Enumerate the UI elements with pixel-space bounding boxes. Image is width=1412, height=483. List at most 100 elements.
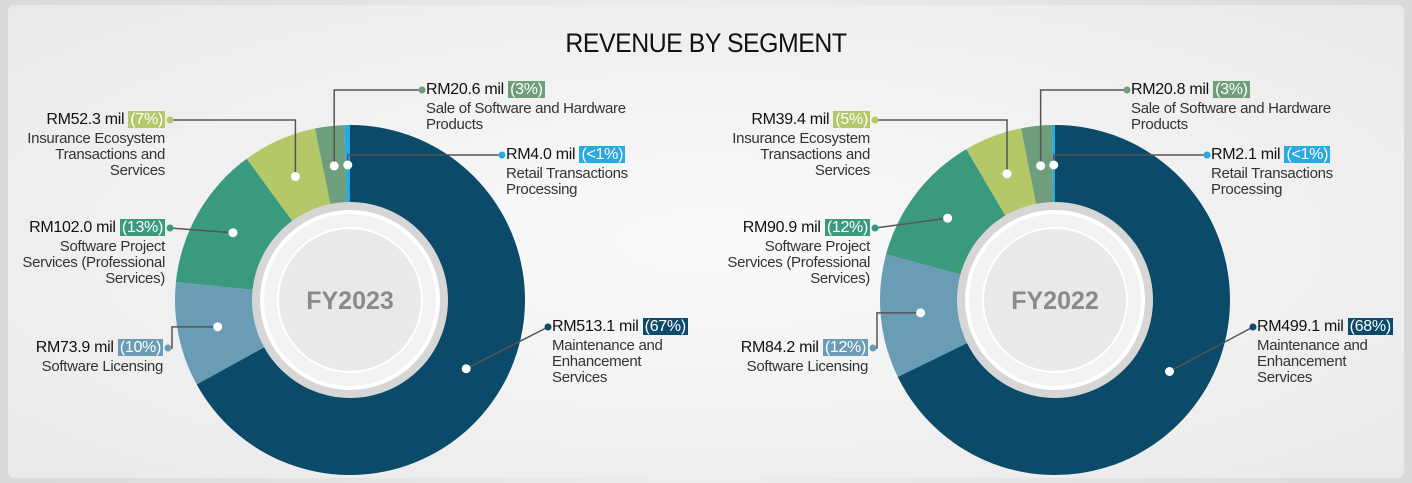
- leader-line: [169, 227, 234, 234]
- leader-dot: [290, 172, 300, 182]
- leader-line: [874, 217, 948, 229]
- value-label: RM90.9 mil: [742, 219, 821, 236]
- leader-line: [465, 326, 549, 370]
- leader-dot: [329, 161, 339, 171]
- label-head: RM90.9 mil (12%): [710, 218, 870, 238]
- segment-name: Software Licensing: [746, 358, 869, 375]
- leader-end: [871, 224, 879, 232]
- leader-end: [166, 116, 174, 124]
- leader-dot: [461, 364, 471, 374]
- segment-label: RM20.6 mil (3%) Sale of Software and Hard…: [426, 80, 636, 133]
- value-label: RM39.4 mil: [751, 111, 830, 128]
- label-head: RM20.8 mil (3%): [1131, 80, 1341, 100]
- leader-dot: [943, 213, 953, 223]
- segment-label: RM513.1 mil (67%) Maintenance and Enhance…: [552, 317, 688, 386]
- segment-label: RM4.0 mil (<1%) Retail Transactions Proce…: [506, 145, 646, 198]
- label-head: RM4.0 mil (<1%): [506, 145, 646, 165]
- segment-name: Software Project Services (Professional …: [727, 238, 870, 287]
- segment-label: RM39.4 mil (5%) Insurance Ecosystem Trans…: [720, 110, 870, 179]
- percent-label: (10%): [117, 339, 163, 356]
- leader-line: [1169, 326, 1254, 373]
- label-head: RM102.0 mil (13%): [5, 218, 165, 238]
- label-head: RM84.2 mil (12%): [708, 338, 868, 358]
- percent-label: (3%): [1213, 81, 1250, 98]
- label-head: RM39.4 mil (5%): [720, 110, 870, 130]
- value-label: RM499.1 mil: [1257, 318, 1344, 335]
- value-label: RM84.2 mil: [740, 339, 819, 356]
- leader-line: [875, 119, 1008, 174]
- segment-name: Retail Transactions Processing: [506, 165, 628, 198]
- segment-label: RM52.3 mil (7%) Insurance Ecosystem Trans…: [15, 110, 165, 179]
- segment-name: Sale of Software and Hardware Products: [426, 100, 626, 133]
- segment-label: RM84.2 mil (12%) Software Licensing: [708, 338, 868, 375]
- leader-end: [1123, 86, 1131, 94]
- donut-segment: [880, 254, 970, 377]
- leader-line: [333, 89, 422, 166]
- segment-name: Software Project Services (Professional …: [22, 238, 165, 287]
- center-label: FY2023: [306, 287, 394, 315]
- segment-label: RM20.8 mil (3%) Sale of Software and Hard…: [1131, 80, 1341, 133]
- value-label: RM20.6 mil: [426, 81, 504, 98]
- leader-end: [871, 116, 879, 124]
- segment-label: RM73.9 mil (10%) Software Licensing: [3, 338, 163, 375]
- leader-end: [1249, 323, 1257, 331]
- label-head: RM499.1 mil (68%): [1257, 317, 1393, 337]
- segment-name: Maintenance and Enhancement Services: [552, 337, 663, 386]
- value-label: RM52.3 mil: [46, 111, 125, 128]
- leader-dot: [343, 160, 353, 170]
- segment-name: Retail Transactions Processing: [1211, 165, 1333, 198]
- chart-title: REVENUE BY SEGMENT: [565, 28, 847, 58]
- segment-name: Insurance Ecosystem Transactions and Ser…: [27, 130, 165, 179]
- donut-segment: [246, 128, 331, 224]
- center-disc: [277, 227, 423, 373]
- value-label: RM102.0 mil: [29, 219, 116, 236]
- leader-dot: [1165, 366, 1175, 376]
- label-head: RM73.9 mil (10%): [3, 338, 163, 358]
- segment-label: RM90.9 mil (12%) Software Project Service…: [710, 218, 870, 287]
- donut-segment: [196, 125, 525, 475]
- value-label: RM2.1 mil: [1211, 146, 1281, 163]
- value-label: RM20.8 mil: [1131, 81, 1209, 98]
- percent-label: (68%): [1347, 318, 1393, 335]
- leader-end: [1203, 151, 1211, 159]
- leader-end: [164, 344, 172, 352]
- leader-dot: [213, 322, 223, 332]
- percent-label: (12%): [824, 219, 870, 236]
- center-label: FY2022: [1011, 287, 1099, 315]
- label-head: RM513.1 mil (67%): [552, 317, 688, 337]
- label-head: RM20.6 mil (3%): [426, 80, 636, 100]
- percent-label: (5%): [833, 111, 870, 128]
- leader-end: [166, 224, 174, 232]
- segment-name: Software Licensing: [41, 358, 164, 375]
- percent-label: (<1%): [1284, 146, 1331, 163]
- percent-label: (67%): [642, 318, 688, 335]
- percent-label: (3%): [508, 81, 545, 98]
- value-label: RM513.1 mil: [552, 318, 639, 335]
- leader-line: [1039, 89, 1127, 166]
- donut-segment: [897, 125, 1230, 475]
- label-head: RM52.3 mil (7%): [15, 110, 165, 130]
- leader-dot: [916, 308, 926, 318]
- leader-line: [170, 119, 297, 177]
- leader-end: [869, 344, 877, 352]
- segment-name: Maintenance and Enhancement Services: [1257, 337, 1368, 386]
- donut-segment: [966, 128, 1037, 219]
- donut-segment: [175, 281, 267, 385]
- segment-name: Sale of Software and Hardware Products: [1131, 100, 1331, 133]
- percent-label: (7%): [128, 111, 165, 128]
- leader-dot: [1002, 169, 1012, 179]
- leader-end: [544, 323, 552, 331]
- leader-dot: [228, 228, 238, 238]
- leader-end: [418, 86, 426, 94]
- leader-dot: [1049, 160, 1059, 170]
- segment-label: RM102.0 mil (13%) Software Project Servic…: [5, 218, 165, 287]
- center-disc: [982, 227, 1128, 373]
- segment-name: Insurance Ecosystem Transactions and Ser…: [732, 130, 870, 179]
- percent-label: (<1%): [579, 146, 626, 163]
- segment-label: RM2.1 mil (<1%) Retail Transactions Proce…: [1211, 145, 1351, 198]
- value-label: RM4.0 mil: [506, 146, 576, 163]
- leader-dot: [1036, 161, 1046, 171]
- label-head: RM2.1 mil (<1%): [1211, 145, 1351, 165]
